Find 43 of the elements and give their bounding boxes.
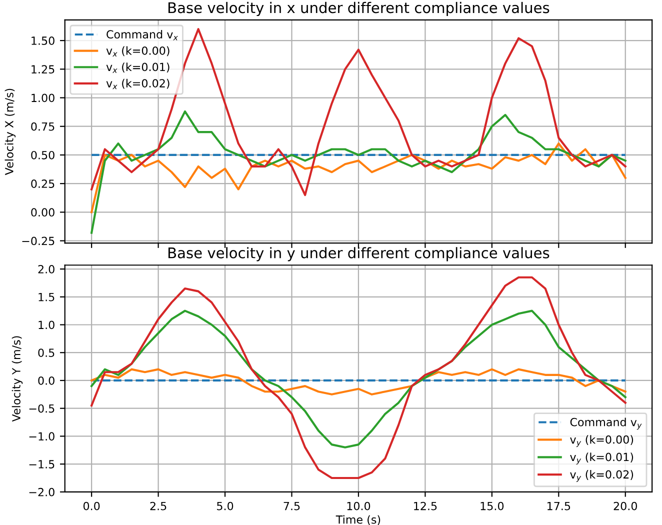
legend-label: v$_{x}$ (k=0.02) — [106, 78, 170, 90]
x-tick-label: 0.0 — [83, 502, 100, 510]
y-tick-label: 1.0 — [38, 320, 54, 330]
legend-label: v$_{y}$ (k=0.02) — [570, 470, 634, 482]
legend-label: v$_{x}$ (k=0.00) — [106, 46, 170, 57]
y-tick-label: −1.5 — [29, 460, 54, 468]
x-tick-label: 12.5 — [414, 502, 437, 510]
y-axis-title: Velocity Y (m/s) — [12, 336, 23, 422]
legend-label: Command v$_{y}$ — [570, 418, 642, 430]
y-tick-label: 1.00 — [32, 94, 54, 102]
y-tick-label: 0.50 — [31, 150, 54, 160]
line-series — [90, 28, 626, 196]
x-tick-label: 10.0 — [347, 502, 370, 510]
x-axis-title: Time (s) — [336, 515, 380, 525]
legend-label: v$_{x}$ (k=0.01) — [106, 62, 170, 73]
line-series — [90, 142, 626, 214]
legend-label: v$_{y}$ (k=0.00) — [570, 435, 634, 448]
legend-label: Command v$_{x}$ — [106, 30, 178, 40]
y-tick-label: 0.0 — [38, 376, 54, 385]
chart-title: Base velocity in y under different compliance values — [168, 247, 550, 262]
chart-title: Base velocity in x under different compliance values — [168, 2, 550, 16]
y-tick-label: −1.0 — [29, 432, 54, 441]
y-axis-title: Velocity X (m/s) — [4, 88, 16, 176]
x-tick-label: 2.5 — [150, 502, 166, 510]
y-tick-label: 0.5 — [38, 348, 54, 357]
y-tick-label: −0.25 — [22, 236, 54, 246]
y-tick-label: 0.25 — [31, 180, 54, 188]
y-tick-label: 0.00 — [31, 208, 54, 217]
x-tick-label: 5.0 — [217, 502, 234, 510]
x-tick-label: 15.0 — [480, 502, 504, 510]
x-tick-label: 20.0 — [614, 502, 638, 510]
y-tick-label: 1.25 — [32, 65, 54, 74]
line-series — [90, 110, 626, 234]
x-tick-label: 17.5 — [548, 502, 570, 510]
y-tick-label: 1.50 — [32, 36, 54, 45]
y-tick-label: −0.5 — [29, 404, 54, 413]
y-tick-label: 2.0 — [38, 265, 54, 274]
line-series — [90, 368, 626, 396]
y-tick-label: 0.75 — [31, 122, 54, 131]
y-tick-label: 1.5 — [38, 293, 54, 302]
legend-label: v$_{y}$ (k=0.01) — [570, 452, 634, 464]
y-tick-label: −2.0 — [29, 488, 54, 496]
x-tick-label: 7.5 — [284, 502, 300, 510]
